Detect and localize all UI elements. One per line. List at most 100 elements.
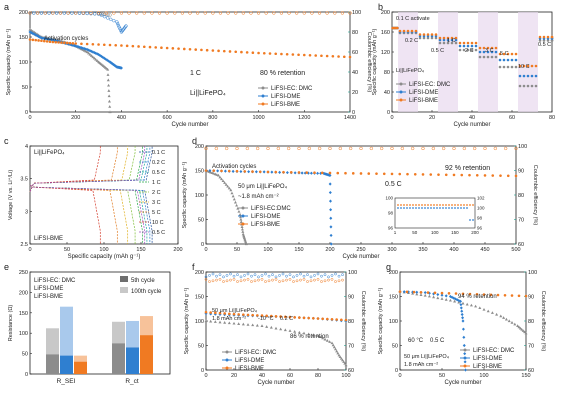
panel-d-inset-point-LiFSI-DME	[418, 207, 420, 209]
panel-f-ce-point	[236, 273, 239, 277]
panel-b-point-LiFSI-EC: DMC	[498, 65, 502, 69]
panel-f-ce-point	[316, 278, 320, 281]
panel-b-point-LiFSI-BME	[450, 36, 454, 40]
panel-f-ce-point	[218, 278, 222, 281]
panel-g-capacity-point-LiFSI-EC: DMC	[465, 302, 469, 306]
panel-f-ce-point	[302, 278, 306, 281]
panel-d-capacity-point-LiFSI-BME	[251, 170, 254, 173]
panel-d-inset-point-LiFSI-BME	[469, 204, 471, 206]
panel-a-capacity-point-LiFSI-EC: DMC	[85, 50, 89, 54]
panel-f-ytick-label: 50	[198, 344, 204, 350]
panel-f-ce-point	[250, 274, 253, 278]
panel-c-legend-entry: 0.2 C	[152, 160, 165, 166]
panel-f-capacity-point-LiFSI-BME	[237, 313, 240, 316]
panel-c-ylabel: Voltage (V vs. Li⁺/Li)	[7, 170, 14, 220]
panel-a-capacity-point-LiFSI-BME	[28, 38, 32, 41]
panel-a-ce-point-LiFSI-BME	[287, 11, 291, 15]
panel-f-ce-point	[313, 278, 316, 282]
panel-a-capacity-point-LiFSI-BME	[205, 48, 209, 52]
panel-b-point-LiFSI-BME	[526, 64, 530, 68]
panel-g-capacity-point-LiFSI-BME	[468, 292, 472, 296]
panel-e-bar-5th-LiFSI-DME	[126, 347, 139, 374]
panel-d-capacity-point-LiFSI-EC:DMC	[212, 171, 216, 175]
panel-label-e: e	[4, 262, 9, 272]
panel-g-capacity-point-LiFSI-DME	[415, 290, 419, 294]
panel-a-capacity-point-LiFSI-BME	[257, 51, 260, 55]
panel-f-capacity-point-LiFSI-BME	[265, 314, 268, 318]
panel-b-point-LiFSI-DME	[490, 50, 494, 54]
panel-c-ytick-label: 4	[25, 144, 28, 150]
panel-b-annotation: 10 C	[518, 64, 530, 70]
panel-b-annotation: 1 C	[447, 38, 456, 44]
panel-g-y2label: Coulombic efficiency (%)	[540, 291, 546, 352]
panel-b-point-LiFSI-BME	[438, 36, 442, 40]
panel-b-point-LiFSI-DME	[470, 44, 474, 48]
panel-f-ce-point	[264, 280, 267, 283]
panel-f-legend-marker	[225, 358, 229, 362]
panel-d-capacity-point-LiFSI-EC:DMC	[229, 188, 233, 192]
panel-f-ce-point	[264, 272, 267, 276]
panel-g-capacity-point-LiFSI-BME	[475, 292, 479, 296]
panel-d-capacity-point-LiFSI-EC:DMC	[213, 172, 217, 176]
panel-c-discharge-curve-5 C	[29, 184, 118, 244]
panel-d-capacity-point-LiFSI-DME	[329, 225, 333, 229]
panel-d-capacity-point-LiFSI-BME	[460, 173, 464, 177]
panel-b-point-LiFSI-BME	[490, 46, 494, 50]
panel-a-capacity-point-LiFSI-EC: DMC	[89, 54, 93, 57]
panel-d-inset-point-LiFSI-DME	[451, 207, 453, 209]
panel-a-capacity-point-LiFSI-BME	[234, 50, 238, 54]
panel-a-capacity-point-LiFSI-BME	[177, 47, 180, 50]
panel-f-capacity-point-LiFSI-BME	[232, 312, 236, 316]
panel-g-capacity-point-LiFSI-DME	[440, 293, 444, 297]
panel-d-ce-point-LiFSI-BME	[452, 146, 456, 151]
panel-f-ce-point	[327, 275, 330, 279]
panel-d-legend-entry: LiFSI-DME	[251, 214, 280, 220]
panel-a-ce-point-LiFSI-BME	[279, 11, 284, 15]
panel-b-point-LiFSI-DME	[526, 74, 530, 78]
panel-f-annotation: 50 μm Li||LiFePO₄	[212, 308, 258, 314]
panel-c-charge-curve-0.5 C	[29, 146, 148, 192]
panel-f-capacity-point-LiFSI-DME	[204, 312, 208, 316]
panel-b-point-LiFSI-EC: DMC	[446, 41, 450, 45]
panel-a-capacity-point-LiFSI-BME	[222, 49, 226, 53]
panel-a-ce-point-LiFSI-BME	[340, 11, 345, 15]
panel-f-capacity-point-LiFSI-EC: DMC	[227, 321, 231, 325]
panel-f-ce-point	[271, 278, 274, 282]
panel-d-capacity-point-LiFSI-EC:DMC	[209, 170, 213, 174]
panel-g-legend-entry: LiFSI-DME	[473, 356, 502, 362]
panel-d-inset-point-LiFSI-DME	[415, 207, 417, 209]
panel-e-ytick-label: 250	[19, 270, 28, 276]
panel-f-capacity-point-LiFSI-BME	[307, 316, 310, 320]
panel-d-inset-point-LiFSI-BME	[433, 204, 435, 206]
panel-f-legend-entry: LiFSI-DME	[235, 358, 264, 364]
panel-d-capacity-point-LiFSI-DME	[329, 242, 333, 246]
panel-label-g: g	[386, 262, 391, 272]
panel-g-capacity-point-LiFSI-BME	[405, 290, 409, 294]
panel-f-ce-point	[274, 278, 278, 281]
panel-b-point-LiFSI-BME	[446, 36, 450, 40]
panel-b-point-LiFSI-EC: DMC	[470, 48, 474, 52]
panel-a-capacity-point-LiFSI-BME	[251, 51, 255, 54]
panel-d-inset-point-LiFSI-BME	[424, 204, 426, 206]
panel-d-ce-point-LiFSI-BME	[297, 146, 301, 151]
panel-b-point-LiFSI-BME	[550, 35, 554, 39]
panel-d-inset-point-LiFSI-DME	[469, 219, 471, 221]
panel-d-inset-point-LiFSI-BME	[463, 204, 465, 206]
panel-g-capacity-point-LiFSI-EC: DMC	[499, 314, 503, 318]
panel-b-point-LiFSI-BME	[410, 29, 414, 33]
panel-b-point-LiFSI-BME	[462, 41, 466, 45]
panel-d-inset-point-LiFSI-BME	[427, 204, 429, 206]
panel-d-xtick-label: 500	[511, 247, 520, 253]
panel-f-ce-point	[239, 275, 243, 279]
panel-a-legend-entry: LiFSI-BME	[271, 102, 300, 108]
panel-f-ce-point	[222, 280, 225, 283]
panel-a-ce-point-LiFSI-BME	[302, 11, 306, 15]
panel-a-capacity-point-LiFSI-EC: DMC	[106, 73, 110, 76]
panel-g-capacity-point-LiFSI-EC: DMC	[495, 312, 499, 316]
panel-g-capacity-point-LiFSI-DME	[463, 360, 467, 364]
panel-a-ce-point-LiFSI-DME	[93, 12, 97, 16]
panel-b-legend-entry: LiFSI-BME	[409, 98, 438, 104]
panel-f-ce-point	[215, 274, 218, 278]
panel-b-xtick-label: 0	[390, 115, 393, 121]
panel-f-capacity-point-LiFSI-BME	[312, 317, 315, 320]
